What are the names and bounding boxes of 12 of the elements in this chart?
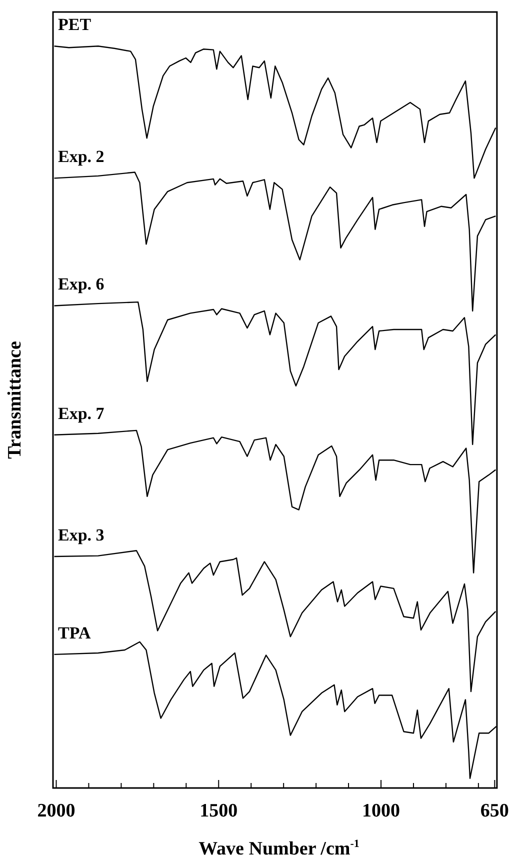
x-tick-label: 1000 — [362, 800, 400, 822]
series-label: TPA — [58, 623, 92, 642]
x-tick-label: 1500 — [200, 800, 238, 822]
series-label: Exp. 7 — [58, 404, 105, 423]
x-tick-label: 650 — [480, 800, 509, 822]
y-axis-title: Transmittance — [4, 341, 26, 459]
series-label: Exp. 3 — [58, 525, 104, 544]
series-label: Exp. 2 — [58, 147, 104, 166]
series-label: PET — [58, 15, 92, 34]
series-label: Exp. 6 — [58, 274, 104, 294]
x-axis-title: Wave Number /cm$^{-1}$ — [198, 838, 360, 860]
x-tick-label: 2000 — [37, 800, 76, 822]
